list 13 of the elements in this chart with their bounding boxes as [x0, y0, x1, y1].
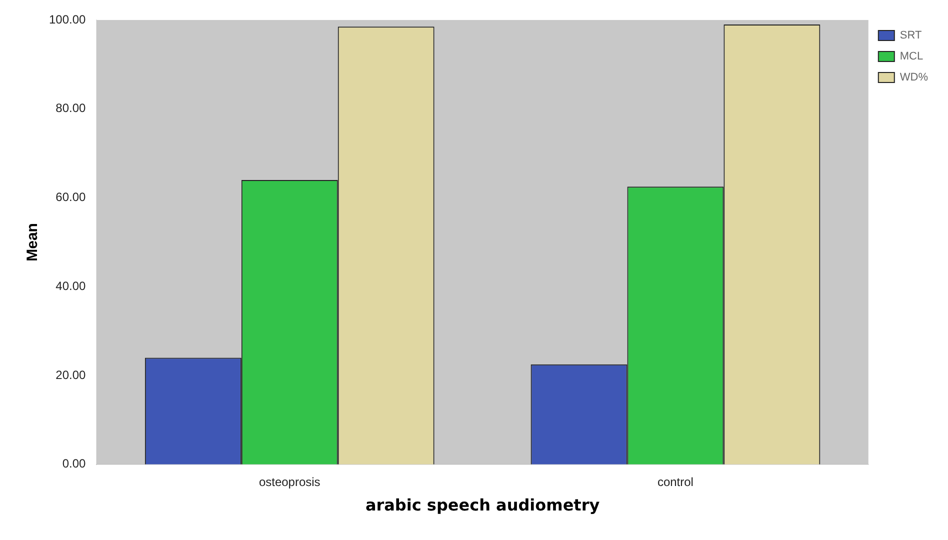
- legend-label: WD%: [900, 72, 928, 84]
- y-tick-label: 100.00: [49, 12, 86, 26]
- y-tick-label: 40.00: [56, 278, 86, 293]
- legend-label: SRT: [900, 30, 922, 42]
- y-tick-label: 80.00: [56, 101, 86, 116]
- y-tick-label: 0.00: [62, 456, 86, 471]
- y-axis-title: Mean: [24, 223, 42, 262]
- x-axis-title: arabic speech audiometry: [365, 496, 600, 515]
- y-tick-label: 20.00: [56, 368, 86, 382]
- x-tick-label: osteoprosis: [258, 474, 320, 489]
- y-tick-label: 60.00: [56, 190, 86, 204]
- x-tick-label: control: [657, 474, 694, 489]
- legend-label: MCL: [900, 50, 924, 63]
